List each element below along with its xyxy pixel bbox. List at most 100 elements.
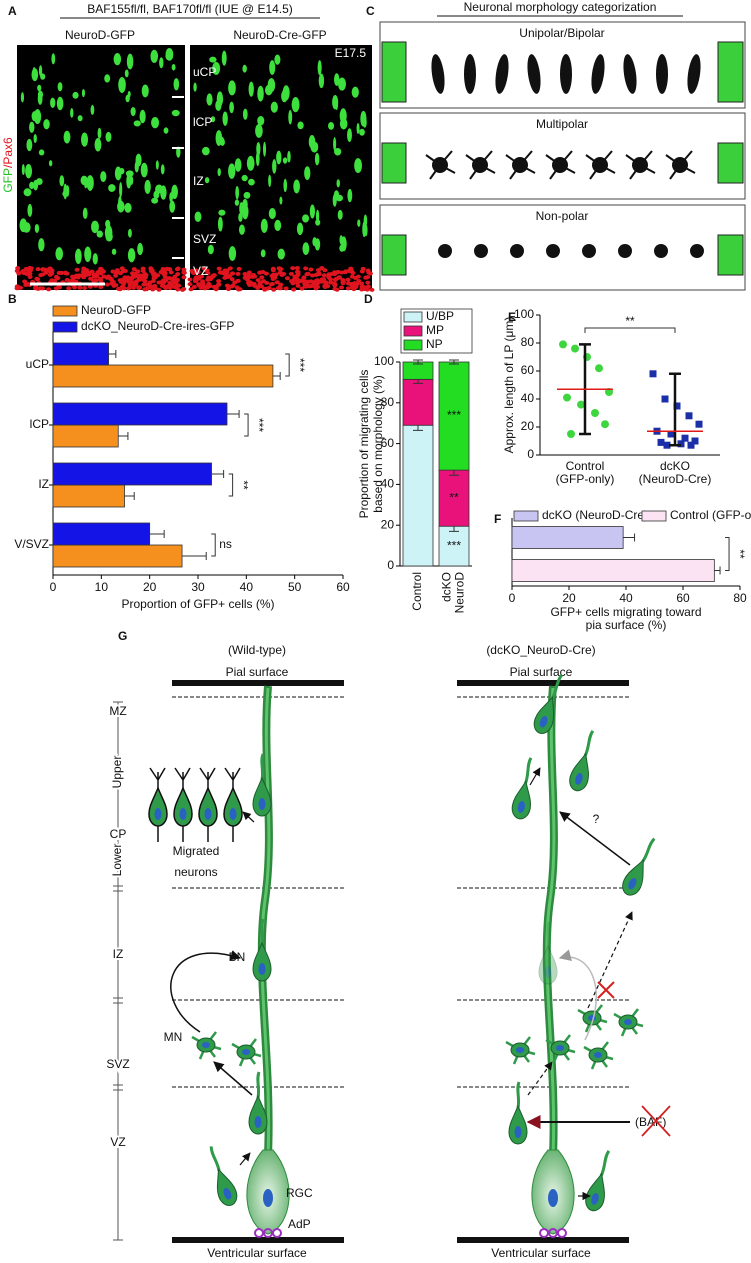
ventricular-surface <box>457 1237 629 1243</box>
pax6-cell <box>295 269 301 274</box>
gfp-cell <box>43 119 50 130</box>
nucleus <box>588 1015 596 1021</box>
data-point <box>657 438 665 446</box>
cell-body <box>248 1094 268 1135</box>
neurite <box>599 1149 611 1177</box>
gfp-cell <box>104 74 111 83</box>
gfp-cell <box>65 185 70 197</box>
annotation-label: ? <box>593 812 600 826</box>
cell-process <box>545 150 576 180</box>
pax6-cell <box>204 268 210 273</box>
significance-bracket <box>244 413 249 437</box>
gfp-cell <box>207 244 214 255</box>
y-tick-label: 80 <box>381 395 395 409</box>
data-point <box>677 440 685 448</box>
zone-label: SVZ <box>193 232 216 246</box>
pax6-cell <box>290 266 296 271</box>
nucleus <box>556 1045 564 1051</box>
gfp-cell <box>272 159 277 174</box>
gfp-cell <box>206 93 213 106</box>
gfp-cell <box>150 49 159 63</box>
cell-silhouette <box>591 54 605 94</box>
pax6-cell <box>304 272 310 277</box>
pax6-cell <box>172 285 178 290</box>
legend-swatch <box>403 325 423 337</box>
pax6-cell <box>14 268 20 273</box>
pax6-cell <box>272 275 278 280</box>
gfp-cell <box>81 132 89 147</box>
x-tick-label: 20 <box>143 580 157 594</box>
pax6-cell <box>302 284 308 289</box>
nucleus <box>258 798 266 810</box>
newborn-neuron <box>209 1146 238 1206</box>
pax6-cell <box>216 266 222 271</box>
multipolar-neuron <box>545 1034 576 1063</box>
bar-segment <box>438 361 470 471</box>
pax6-cell <box>259 275 265 280</box>
stage-label: E17.5 <box>335 46 367 60</box>
pax6-cell <box>365 268 371 273</box>
nucleus <box>179 808 187 820</box>
panel-label: C <box>366 4 375 18</box>
pax6-cell <box>89 269 95 274</box>
cell-body <box>252 776 272 817</box>
pax6-cell <box>230 271 236 276</box>
x-axis-label: Proportion of GFP+ cells (%) <box>121 597 274 611</box>
migration-arrow <box>242 811 255 823</box>
gfp-cell <box>248 178 255 186</box>
bipolar-neuron <box>252 753 272 817</box>
gfp-cell <box>274 54 281 65</box>
gfp-cell <box>86 175 94 191</box>
nucleus <box>258 963 266 975</box>
gfp-cell <box>176 146 181 158</box>
cell-silhouette <box>560 54 572 94</box>
gfp-cell <box>23 222 31 233</box>
gfp-cell <box>126 53 134 70</box>
stain-green: GFP <box>1 168 15 193</box>
bar-segment <box>438 525 470 567</box>
bar <box>52 364 274 388</box>
stain-red: /Pax6 <box>1 137 15 168</box>
pax6-cell <box>224 270 230 275</box>
pax6-cell <box>174 267 180 272</box>
pax6-cell <box>106 274 112 279</box>
migrated-neuron <box>173 767 193 842</box>
cell-body <box>533 696 555 734</box>
pax6-cell <box>172 278 178 283</box>
bar <box>52 462 212 486</box>
pax6-cell <box>258 284 264 289</box>
pax6-cell <box>110 279 116 284</box>
gfp-cell <box>283 178 288 193</box>
pax6-cell <box>134 279 140 284</box>
cell-silhouette <box>690 244 704 258</box>
data-point <box>567 430 575 438</box>
gfp-cell <box>309 204 316 219</box>
zone-label: VZ <box>193 264 208 278</box>
legend-swatch <box>403 311 423 323</box>
gfp-cell <box>124 202 132 213</box>
adherens-junction <box>254 1228 264 1238</box>
pax6-cell <box>309 273 315 278</box>
legend-frame <box>400 308 473 354</box>
gfp-cell <box>274 219 282 232</box>
legend-label: Control (GFP-only) <box>670 508 751 522</box>
pax6-cell <box>119 284 125 289</box>
migration-arrow <box>239 1152 251 1166</box>
pax6-cell <box>38 273 44 278</box>
nucleus <box>516 1047 524 1053</box>
y-axis-label: Proportion of migrating cells <box>357 370 371 519</box>
cell-process <box>425 150 456 180</box>
pax6-cell <box>212 285 218 290</box>
nucleus <box>544 966 552 978</box>
error-bar <box>714 566 721 575</box>
gfp-cell <box>336 179 340 188</box>
gfp-cell <box>25 163 33 179</box>
gfp-cell <box>291 97 300 113</box>
migrated-neuron <box>148 767 168 842</box>
pax6-cell <box>27 274 33 279</box>
legend-swatch <box>52 305 78 317</box>
cell-process <box>665 150 696 180</box>
pax6-cell <box>328 272 334 277</box>
pax6-cell <box>235 271 241 276</box>
example-cell <box>717 142 744 184</box>
